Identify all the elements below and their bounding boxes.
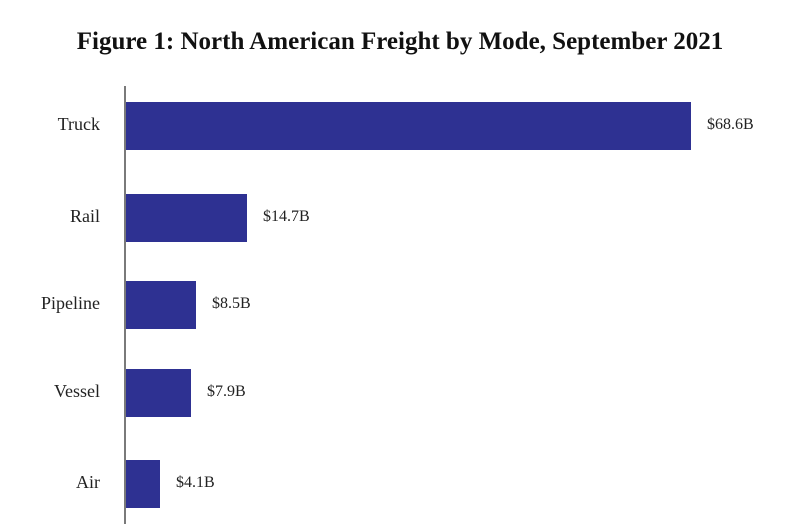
category-label: Truck (57, 114, 100, 134)
value-label: $14.7B (263, 208, 310, 225)
category-label: Rail (70, 206, 100, 226)
bar-truck (126, 102, 691, 150)
bar-rail (126, 194, 247, 242)
value-label: $68.6B (707, 116, 754, 133)
chart-title: Figure 1: North American Freight by Mode… (76, 28, 724, 55)
y-axis-line (124, 86, 126, 524)
category-label: Pipeline (41, 293, 100, 313)
bar-vessel (126, 369, 191, 417)
value-label: $8.5B (212, 295, 251, 312)
value-label: $7.9B (207, 383, 246, 400)
bar-pipeline (126, 281, 196, 329)
value-label: $4.1B (176, 474, 215, 491)
category-label: Air (76, 472, 100, 492)
category-label: Vessel (54, 381, 100, 401)
bar-air (126, 460, 160, 508)
